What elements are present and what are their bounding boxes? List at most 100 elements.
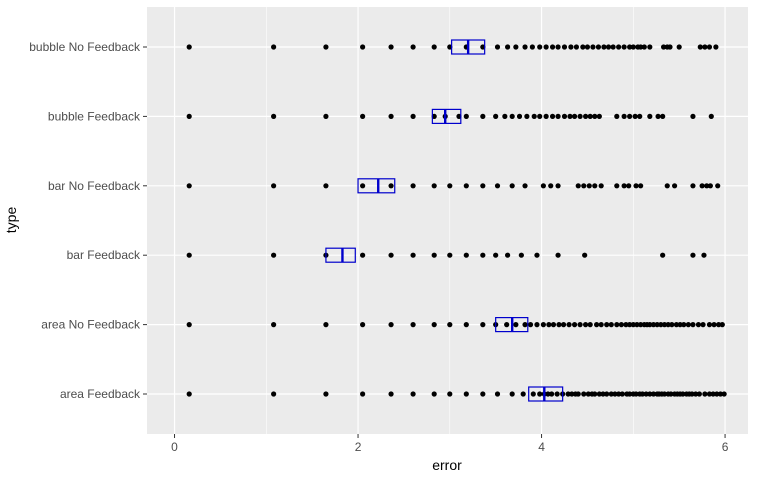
data-point	[641, 44, 647, 50]
data-point	[530, 391, 536, 397]
data-point	[669, 322, 675, 328]
data-point	[569, 391, 575, 397]
data-point	[545, 391, 551, 397]
data-point	[660, 113, 666, 119]
x-tick-label: 0	[171, 440, 178, 454]
data-point	[581, 391, 587, 397]
data-point	[447, 183, 453, 189]
data-point	[518, 252, 524, 258]
data-point	[516, 113, 523, 119]
data-point	[621, 44, 627, 50]
data-point	[410, 322, 416, 328]
data-point	[575, 391, 581, 397]
data-point	[388, 252, 394, 258]
y-tick-label: bubble No Feedback	[29, 40, 141, 54]
data-point	[513, 322, 519, 328]
data-point	[647, 113, 653, 119]
data-point	[677, 322, 683, 328]
data-point	[614, 322, 620, 328]
data-point	[598, 183, 604, 189]
data-point	[431, 322, 437, 328]
data-point	[566, 322, 572, 328]
data-point	[522, 322, 528, 328]
data-point	[555, 44, 561, 50]
data-point	[323, 183, 329, 189]
data-point	[582, 113, 589, 119]
data-point	[556, 322, 562, 328]
data-point	[721, 391, 727, 397]
data-point	[627, 113, 633, 119]
boxplots	[325, 39, 564, 402]
data-point	[271, 44, 277, 50]
data-point	[186, 113, 192, 119]
data-point	[410, 113, 416, 119]
data-point	[612, 391, 618, 397]
data-point	[654, 322, 660, 328]
data-point	[710, 391, 716, 397]
data-point	[626, 183, 632, 189]
y-tick-label: bar No Feedback	[48, 179, 141, 193]
x-axis: 0 2 4 6	[171, 434, 729, 454]
data-point	[608, 391, 614, 397]
data-point	[621, 183, 627, 189]
data-point	[706, 44, 713, 50]
data-point	[587, 322, 593, 328]
data-point	[605, 44, 612, 50]
x-tick-label: 2	[355, 440, 362, 454]
data-point	[619, 391, 625, 397]
data-point	[702, 44, 708, 50]
data-point	[638, 322, 644, 328]
y-axis: area Feedback area No Feedback bar Feedbac…	[29, 40, 147, 401]
data-point	[716, 322, 722, 328]
plot-panel	[147, 7, 748, 434]
data-point	[463, 391, 469, 397]
data-point	[592, 183, 598, 189]
data-point	[480, 252, 486, 258]
data-point	[665, 322, 671, 328]
data-point	[681, 322, 687, 328]
data-point	[493, 252, 499, 258]
data-point	[600, 391, 606, 397]
data-point	[633, 183, 639, 189]
data-point	[494, 391, 501, 397]
data-point	[561, 44, 568, 50]
data-point	[463, 322, 469, 328]
data-point	[522, 183, 528, 189]
data-point	[186, 322, 192, 328]
data-point	[388, 44, 394, 50]
data-point	[480, 391, 486, 397]
data-point	[592, 391, 598, 397]
data-point	[707, 183, 713, 189]
data-point	[463, 252, 469, 258]
data-point	[410, 44, 416, 50]
data-point	[410, 183, 416, 189]
data-point	[650, 391, 657, 397]
data-point	[623, 322, 629, 328]
data-point	[689, 391, 695, 397]
data-point	[668, 391, 674, 397]
box	[431, 108, 462, 125]
data-point	[537, 44, 543, 50]
data-point	[543, 113, 549, 119]
data-point	[702, 391, 708, 397]
data-point	[509, 391, 515, 397]
data-point	[614, 113, 620, 119]
data-point	[360, 252, 366, 258]
data-point	[571, 113, 578, 119]
data-point	[637, 113, 643, 119]
data-point	[537, 391, 543, 397]
data-point	[410, 391, 416, 397]
data-point	[360, 183, 366, 189]
data-point	[690, 113, 696, 119]
y-axis-label: type	[3, 207, 19, 234]
data-point	[594, 322, 600, 328]
data-point	[660, 252, 666, 258]
data-point	[534, 322, 540, 328]
data-point	[447, 322, 453, 328]
data-point	[410, 252, 416, 258]
data-point	[505, 44, 511, 50]
data-point	[627, 44, 633, 50]
data-point	[513, 44, 519, 50]
data-point	[561, 113, 568, 119]
